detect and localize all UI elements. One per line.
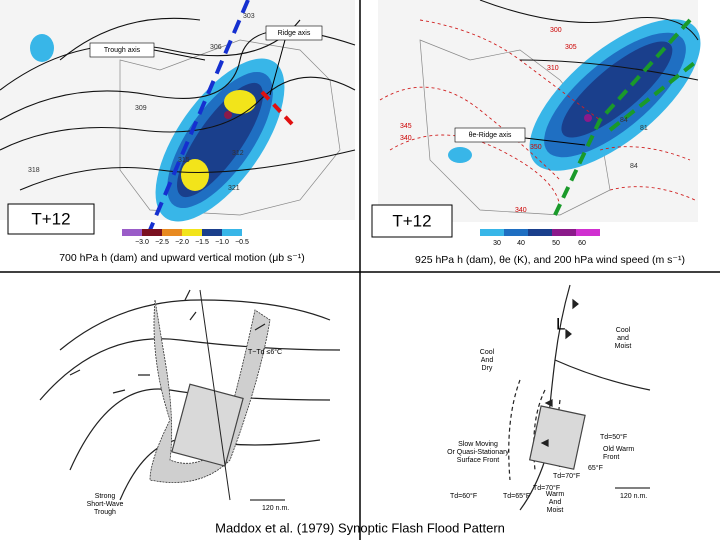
contour-label: 300 xyxy=(550,27,562,34)
time-label: T+12 xyxy=(392,211,431,230)
scale-label: 120 n.m. xyxy=(620,493,647,500)
air-label: Moist xyxy=(615,343,632,350)
colorbar-tick: −1.5 xyxy=(195,239,209,246)
contour-label: 309 xyxy=(135,105,147,112)
map-925hpa: θe-Ridge axis 300 305 310 345 340 350 34… xyxy=(371,0,701,247)
contour-label: 350 xyxy=(530,144,542,151)
contour-label: 305 xyxy=(565,44,577,51)
sketch-surface xyxy=(508,284,651,511)
annotation-box xyxy=(265,25,323,41)
contour-label: 306 xyxy=(210,44,222,51)
colorbar xyxy=(122,229,242,236)
contour-label: 84 xyxy=(630,163,638,170)
dewpoint-label: Td=60°F xyxy=(450,492,477,500)
annotation-box xyxy=(454,127,526,143)
motion-max xyxy=(181,159,209,191)
time-label: T+12 xyxy=(31,209,70,228)
arrow xyxy=(153,49,206,61)
air-label: Dry xyxy=(482,365,493,372)
air-label: Moist xyxy=(547,507,564,514)
front-label: Old Warm xyxy=(603,446,634,453)
contour-label: 315 xyxy=(178,157,190,164)
contour-label: 340 xyxy=(515,207,527,214)
arrow xyxy=(524,137,586,146)
theta-contours xyxy=(379,19,696,211)
colorbar-tick: −0.5 xyxy=(235,239,249,246)
front-label: Surface Front xyxy=(457,457,499,464)
caption: 700 hPa h (dam) and upward vertical moti… xyxy=(59,252,305,264)
air-label: Warm xyxy=(546,491,565,498)
front-label: Front xyxy=(603,454,619,461)
ridge-label: θe-Ridge axis xyxy=(469,132,512,139)
colorbar-tick: −3.0 xyxy=(135,239,149,246)
footer: Maddox et al. (1979) Synoptic Flash Floo… xyxy=(215,520,505,535)
colorbar-tick: 50 xyxy=(552,240,560,247)
trough-label: Short-Wave xyxy=(87,501,124,508)
front-label: Slow Moving xyxy=(458,441,498,448)
air-label: Cool xyxy=(616,327,631,334)
dewpoint-label: Td=70°F xyxy=(553,472,580,480)
air-label: and xyxy=(617,335,629,342)
low-label: L xyxy=(556,314,565,333)
colorbar-tick: 60 xyxy=(578,240,586,247)
dewpoint-label: 65°F xyxy=(588,464,603,472)
colorbar-tick: −2.0 xyxy=(175,239,189,246)
sketch-upper-air xyxy=(39,289,341,501)
coastline xyxy=(419,39,611,216)
dewpoint-label: Td=50°F xyxy=(600,433,627,441)
ridge-axis xyxy=(553,18,692,216)
air-label: And xyxy=(481,357,494,364)
wind-max xyxy=(584,114,592,122)
motion-max xyxy=(224,111,232,119)
contour-label: 81 xyxy=(640,125,648,132)
air-label: And xyxy=(549,499,562,506)
motion-max xyxy=(224,90,256,114)
contour-label: 312 xyxy=(232,150,244,157)
time-box xyxy=(7,203,95,235)
arrow xyxy=(269,39,286,96)
air-label: Cool xyxy=(480,349,495,356)
colorbar-tick: 30 xyxy=(493,240,501,247)
trough-label: Trough xyxy=(94,509,116,516)
ridge-label: Ridge axis xyxy=(278,30,311,37)
caption: 925 hPa h (dam), θe (K), and 200 hPa win… xyxy=(415,254,685,266)
dewpoint-label: Td=70°F xyxy=(533,484,560,492)
contours xyxy=(479,0,699,81)
map-700hpa: Trough axis Ridge axis 303 306 309 312 3… xyxy=(0,0,356,246)
motion-area xyxy=(30,34,54,62)
contour-label: 345 xyxy=(400,123,412,130)
trough-label: Strong xyxy=(95,493,116,500)
trough-axis xyxy=(148,0,250,231)
wind-area xyxy=(448,147,472,163)
contour-label: 321 xyxy=(228,185,240,192)
colorbar xyxy=(480,229,600,236)
time-box xyxy=(371,204,453,238)
dewpoint-label: Td=65°F xyxy=(503,492,530,500)
colorbar-tick: −2.5 xyxy=(155,239,169,246)
contour-label: 318 xyxy=(28,167,40,174)
contour-label: 310 xyxy=(547,65,559,72)
ridge-axis xyxy=(260,90,294,126)
contour-label: 303 xyxy=(243,13,255,20)
moisture-label: T−Td ≤6°C xyxy=(248,348,282,356)
front-label: Or Quasi-Stationary xyxy=(447,449,509,456)
trough-label: Trough axis xyxy=(104,47,141,54)
colorbar-tick: 40 xyxy=(517,240,525,247)
contour-label: 340 xyxy=(400,135,412,142)
scale-label: 120 n.m. xyxy=(262,505,289,512)
colorbar-tick: −1.0 xyxy=(215,239,229,246)
contour-label: 84 xyxy=(620,117,628,124)
